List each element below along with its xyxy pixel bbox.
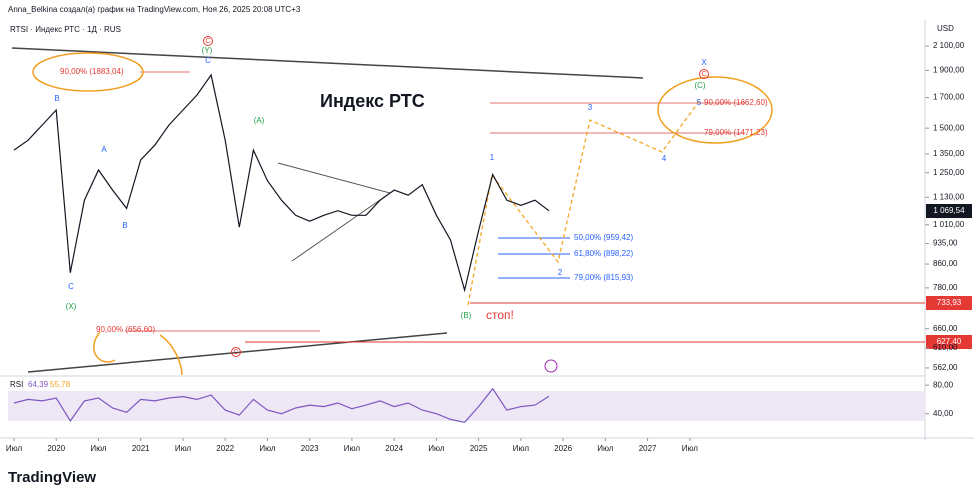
y-tick-label: 562,00 — [933, 363, 958, 372]
currency: USD — [937, 24, 954, 33]
x-tick-label: 2022 — [216, 444, 234, 453]
y-tick-label: 1 900,00 — [933, 66, 965, 75]
fib-label: 50,00% (959,42) — [574, 233, 633, 242]
y-tick-label: 1 250,00 — [933, 168, 965, 177]
fib-label: 61,80% (898,22) — [574, 249, 633, 258]
wave-label: C — [68, 282, 74, 291]
y-tick-label: 935,00 — [933, 239, 958, 248]
wave-label: X — [701, 58, 707, 67]
y-tick-label: 780,00 — [933, 283, 958, 292]
fib-label: 90,00% (1662,60) — [704, 98, 768, 107]
y-tick-label: 1 700,00 — [933, 93, 965, 102]
wave-label: C — [205, 38, 210, 45]
y-tick-label: 80,00 — [933, 380, 954, 389]
x-tick-label: 2023 — [301, 444, 319, 453]
x-tick-label: Июл — [428, 444, 445, 453]
price-badge-label: 1 069,54 — [933, 206, 965, 215]
y-tick-label: 1 500,00 — [933, 123, 965, 132]
highlight-circle — [32, 52, 144, 92]
x-tick-label: Июл — [682, 444, 699, 453]
rsi-value: 55,78 — [50, 380, 71, 389]
series-line — [13, 73, 550, 293]
y-tick-label: 1 350,00 — [933, 149, 965, 158]
fib-label: 79,00% (1471,23) — [704, 128, 768, 137]
wave-label: A — [101, 145, 107, 154]
wave-label: (A) — [254, 116, 265, 125]
symbol-line: RTSI · Индекс РТС · 1Д · RUS — [10, 25, 121, 34]
wave-label: 5 — [697, 98, 702, 107]
y-tick-label: 660,00 — [933, 324, 958, 333]
x-tick-label: 2027 — [639, 444, 657, 453]
x-tick-label: Июл — [259, 444, 276, 453]
wave-label: B — [54, 94, 59, 103]
wave-label: (Y) — [202, 46, 213, 55]
x-tick-label: 2021 — [132, 444, 150, 453]
series-line — [13, 387, 550, 423]
footer-logo: TradingView — [8, 469, 96, 486]
x-tick-label: Июл — [344, 444, 361, 453]
x-tick-label: Июл — [513, 444, 530, 453]
highlight-circle — [657, 76, 773, 144]
wave-label: (B) — [461, 311, 472, 320]
x-tick-label: Июл — [175, 444, 192, 453]
wave-label: B — [122, 221, 127, 230]
y-tick-label: 1 130,00 — [933, 192, 965, 201]
x-tick-label: Июл — [90, 444, 107, 453]
x-tick-label: Июл — [597, 444, 614, 453]
author-line: Anna_Belkina создал(а) график на Trading… — [8, 5, 301, 14]
rsi-value: 64,39 — [28, 380, 49, 389]
x-tick-label: 2020 — [47, 444, 65, 453]
y-tick-label: 860,00 — [933, 259, 958, 268]
trend-line — [11, 47, 644, 79]
x-tick-label: Июл — [6, 444, 23, 453]
wave-label: 1 — [490, 153, 495, 162]
wave-circle — [203, 36, 213, 46]
price-badge-label: 733,93 — [937, 298, 962, 307]
y-tick-label: 40,00 — [933, 409, 954, 418]
wave-label: 2 — [558, 268, 563, 277]
wave-label: (C) — [694, 81, 705, 90]
fib-label: 79,00% (815,93) — [574, 273, 633, 282]
wave-label: C — [701, 71, 706, 78]
fib-label: 90,00% (656,60) — [96, 325, 155, 334]
x-tick-label: 2026 — [554, 444, 572, 453]
price-badge — [926, 204, 972, 218]
wave-label: C — [205, 56, 211, 65]
fib-label: 90,00% (1883,04) — [60, 67, 124, 76]
wave-label: 4 — [662, 154, 667, 163]
y-tick-label: 2 100,00 — [933, 41, 965, 50]
projection — [467, 99, 701, 306]
x-tick-label: 2025 — [470, 444, 488, 453]
highlight-circle — [93, 331, 183, 376]
stop-label: стоп! — [486, 308, 514, 322]
y-tick-label: 1 010,00 — [933, 220, 965, 229]
wave-circle — [231, 347, 241, 357]
wave-label: C — [233, 349, 238, 356]
trend-line — [27, 332, 448, 373]
price-badge-label: 627,40 — [937, 337, 962, 346]
rsi-title: RSI — [10, 380, 23, 389]
event-icon — [544, 359, 558, 373]
wave-label: 3 — [588, 103, 593, 112]
x-tick-label: 2024 — [385, 444, 403, 453]
wave-circle — [699, 69, 709, 79]
rsi-band — [8, 391, 925, 421]
price-badge — [926, 335, 972, 349]
chart-title: Индекс РТС — [320, 91, 425, 111]
wave-label: (X) — [66, 302, 77, 311]
price-badge — [926, 296, 972, 310]
y-tick-label: 610,00 — [933, 343, 958, 352]
